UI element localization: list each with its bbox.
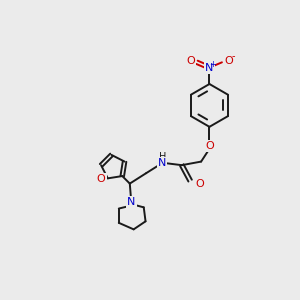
Text: O: O <box>97 174 106 184</box>
Text: O: O <box>224 56 233 66</box>
Text: N: N <box>158 158 166 168</box>
Text: N: N <box>127 197 136 207</box>
Text: -: - <box>232 51 235 62</box>
Text: O: O <box>205 141 214 151</box>
Text: N: N <box>205 63 214 73</box>
Text: +: + <box>210 60 216 69</box>
Text: H: H <box>159 152 166 162</box>
Text: O: O <box>186 56 195 66</box>
Text: O: O <box>196 178 204 189</box>
